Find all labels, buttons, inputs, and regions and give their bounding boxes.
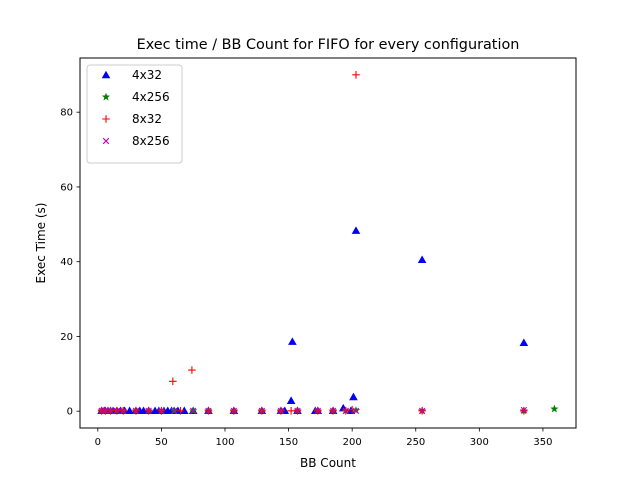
legend-label: 8x32 <box>132 112 162 126</box>
data-point-x <box>352 407 360 414</box>
legend-marker-triangle <box>101 70 111 79</box>
data-point-triangle <box>346 406 356 415</box>
x-axis-label: BB Count <box>300 456 356 470</box>
x-tick-label: 250 <box>406 437 425 448</box>
data-point-triangle <box>349 392 358 401</box>
data-point-x <box>120 407 127 414</box>
legend-marker-star <box>101 92 111 101</box>
data-point-x <box>102 407 109 414</box>
data-point-x <box>418 407 426 414</box>
data-point-x <box>314 407 322 414</box>
legend: 4x32 4x256 8x32 8x256 <box>86 64 183 164</box>
data-point-star <box>351 406 361 414</box>
data-point-plus <box>188 366 196 374</box>
data-point-x <box>205 407 212 414</box>
x-axis: 0 50 100 150 200 250 300 350 <box>95 428 552 448</box>
x-tick-label: 50 <box>155 437 168 448</box>
data-point-x <box>132 407 140 414</box>
data-point-x <box>190 407 197 414</box>
y-tick-label: 80 <box>60 108 73 119</box>
legend-label: 4x256 <box>132 90 170 104</box>
y-tick-label: 60 <box>60 182 73 193</box>
data-point-x <box>113 407 121 414</box>
data-point-triangle <box>125 406 134 415</box>
data-point-x <box>145 407 152 414</box>
data-point-x <box>277 407 285 414</box>
legend-label: 4x32 <box>132 68 162 82</box>
x-tick-label: 100 <box>215 437 234 448</box>
data-point-x <box>294 407 301 414</box>
legend-frame <box>86 64 183 164</box>
y-axis: 0 20 40 60 80 <box>60 108 80 418</box>
data-point-plus <box>176 407 185 415</box>
legend-marker-x <box>102 137 110 145</box>
y-tick-label: 20 <box>60 332 73 343</box>
x-tick-label: 200 <box>343 437 362 448</box>
y-axis-label: Exec Time (s) <box>34 203 48 284</box>
data-point-x <box>107 407 114 414</box>
data-point-x <box>329 407 337 414</box>
data-point-triangle <box>286 396 296 404</box>
data-point-plus <box>169 377 177 386</box>
data-point-triangle <box>519 338 529 347</box>
data-point-plus <box>352 71 360 79</box>
data-point-x <box>258 407 266 414</box>
y-tick-label: 40 <box>60 257 73 268</box>
data-point-x <box>230 407 238 414</box>
plot-frame <box>79 57 577 429</box>
legend-marker-plus <box>102 115 110 123</box>
data-point-plus <box>287 407 295 415</box>
data-point-triangle <box>288 337 297 345</box>
data-point-star <box>550 404 559 413</box>
x-tick-label: 350 <box>533 437 552 448</box>
data-point-triangle <box>351 226 361 234</box>
legend-label: 8x256 <box>132 134 170 148</box>
data-point-x <box>170 407 178 414</box>
data-point-x <box>520 406 528 414</box>
x-tick-label: 150 <box>279 437 298 448</box>
x-tick-label: 0 <box>95 437 101 448</box>
chart-title: Exec time / BB Count for FIFO for every … <box>137 37 520 53</box>
data-marks <box>97 71 559 415</box>
data-point-triangle <box>179 406 189 415</box>
data-point-x <box>158 407 165 414</box>
y-tick-label: 0 <box>67 407 73 418</box>
x-tick-label: 300 <box>470 437 489 448</box>
data-point-x <box>342 407 349 414</box>
data-point-triangle <box>417 255 427 264</box>
